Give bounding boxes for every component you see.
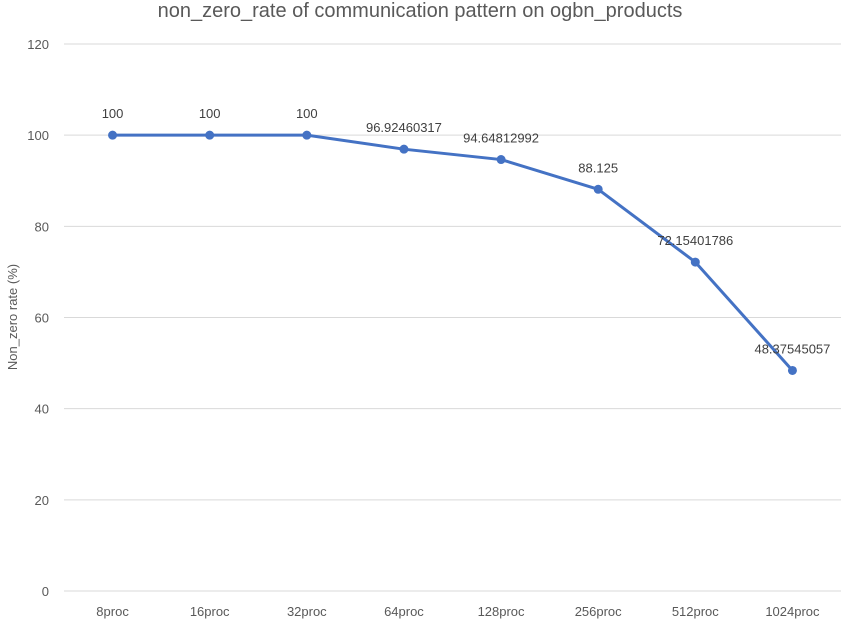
data-point <box>302 130 312 140</box>
x-tick-label: 16proc <box>190 604 230 619</box>
data-point <box>399 144 409 154</box>
y-tick-label: 40 <box>35 402 49 417</box>
y-axis-label: Non_zero rate (%) <box>5 264 20 370</box>
data-label: 100 <box>102 106 124 121</box>
data-point <box>690 257 700 267</box>
data-point <box>787 365 797 375</box>
x-tick-label: 512proc <box>672 604 719 619</box>
data-label: 48.37545057 <box>754 341 830 356</box>
data-label: 100 <box>296 106 318 121</box>
x-tick-label: 32proc <box>287 604 327 619</box>
y-tick-label: 120 <box>27 37 49 52</box>
data-label: 72.15401786 <box>657 233 733 248</box>
x-axis-ticks: 8proc 16proc 32proc 64proc 128proc 256proc 512… <box>96 604 820 619</box>
chart-title: non_zero_rate of communication pattern o… <box>158 0 683 22</box>
data-label: 100 <box>199 106 221 121</box>
series-group <box>108 130 797 375</box>
data-point <box>593 184 603 194</box>
y-tick-label: 100 <box>27 128 49 143</box>
gridlines <box>64 43 841 592</box>
y-tick-label: 80 <box>35 219 49 234</box>
data-labels: 100 100 100 96.92460317 94.64812992 88.125 72.… <box>102 106 831 356</box>
x-tick-label: 128proc <box>478 604 525 619</box>
x-tick-label: 256proc <box>575 604 622 619</box>
y-tick-label: 60 <box>35 311 49 326</box>
data-label: 94.64812992 <box>463 131 539 146</box>
data-point <box>496 155 506 165</box>
y-axis-ticks: 0 20 40 60 80 100 120 <box>27 37 49 599</box>
data-point <box>108 130 118 140</box>
x-tick-label: 64proc <box>384 604 424 619</box>
y-tick-label: 20 <box>35 493 49 508</box>
data-label: 88.125 <box>578 160 618 175</box>
y-tick-label: 0 <box>42 584 49 599</box>
data-label: 96.92460317 <box>366 120 442 135</box>
x-tick-label: 1024proc <box>765 604 820 619</box>
series-line <box>111 133 794 372</box>
data-point <box>205 130 215 140</box>
x-tick-label: 8proc <box>96 604 129 619</box>
